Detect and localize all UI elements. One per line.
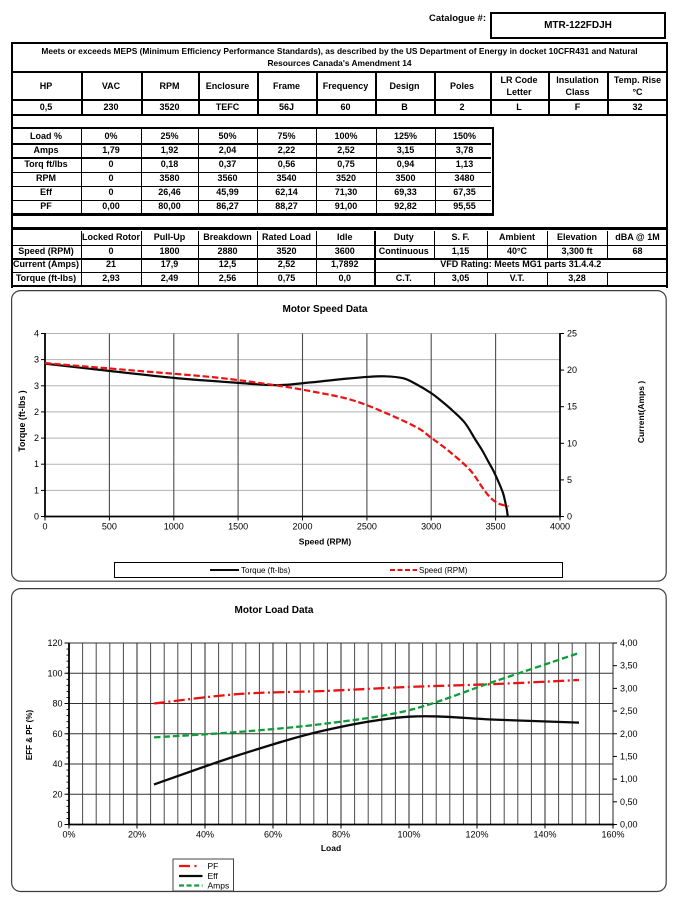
svg-text:PF: PF xyxy=(208,861,219,871)
svg-text:3,00: 3,00 xyxy=(620,683,638,693)
svg-text:Speed (RPM): Speed (RPM) xyxy=(419,566,468,575)
svg-text:0: 0 xyxy=(34,512,39,522)
svg-text:3,50: 3,50 xyxy=(620,661,638,671)
svg-text:60: 60 xyxy=(52,729,62,739)
svg-text:20%: 20% xyxy=(128,830,146,840)
svg-text:3: 3 xyxy=(34,381,39,391)
svg-text:Torque (ft-lbs ): Torque (ft-lbs ) xyxy=(17,390,27,451)
svg-text:2500: 2500 xyxy=(357,522,377,532)
svg-text:Load: Load xyxy=(321,843,341,853)
svg-text:1: 1 xyxy=(34,485,39,495)
svg-text:Eff: Eff xyxy=(208,871,219,881)
svg-text:Motor Speed Data: Motor Speed Data xyxy=(282,304,367,315)
svg-text:80: 80 xyxy=(52,699,62,709)
svg-text:2,50: 2,50 xyxy=(620,706,638,716)
svg-text:0: 0 xyxy=(567,512,572,522)
svg-text:20: 20 xyxy=(52,789,62,799)
svg-text:0,50: 0,50 xyxy=(620,797,638,807)
svg-text:160%: 160% xyxy=(601,830,624,840)
svg-text:80%: 80% xyxy=(332,830,350,840)
svg-text:1000: 1000 xyxy=(164,522,184,532)
svg-text:Torque (ft-lbs): Torque (ft-lbs) xyxy=(241,566,291,575)
svg-text:10: 10 xyxy=(567,438,577,448)
svg-text:140%: 140% xyxy=(533,830,556,840)
svg-text:3000: 3000 xyxy=(421,522,441,532)
svg-text:3500: 3500 xyxy=(486,522,506,532)
svg-text:4000: 4000 xyxy=(550,522,570,532)
svg-text:120: 120 xyxy=(47,638,62,648)
svg-text:2: 2 xyxy=(34,407,39,417)
svg-text:Speed (RPM): Speed (RPM) xyxy=(299,537,352,547)
svg-text:0%: 0% xyxy=(62,830,75,840)
svg-text:60%: 60% xyxy=(264,830,282,840)
svg-text:40%: 40% xyxy=(196,830,214,840)
svg-text:1,50: 1,50 xyxy=(620,751,638,761)
svg-text:2: 2 xyxy=(34,433,39,443)
svg-text:2000: 2000 xyxy=(292,522,312,532)
svg-text:15: 15 xyxy=(567,402,577,412)
svg-text:2,00: 2,00 xyxy=(620,729,638,739)
svg-text:3: 3 xyxy=(34,355,39,365)
svg-text:100: 100 xyxy=(47,668,62,678)
svg-text:Motor Load Data: Motor Load Data xyxy=(235,605,314,616)
svg-text:40: 40 xyxy=(52,759,62,769)
svg-text:500: 500 xyxy=(102,522,117,532)
svg-text:Amps: Amps xyxy=(208,881,230,891)
svg-text:4,00: 4,00 xyxy=(620,638,638,648)
svg-text:1,00: 1,00 xyxy=(620,774,638,784)
svg-text:1: 1 xyxy=(34,459,39,469)
svg-text:0: 0 xyxy=(57,820,62,830)
svg-text:20: 20 xyxy=(567,365,577,375)
svg-text:100%: 100% xyxy=(397,830,420,840)
svg-text:5: 5 xyxy=(567,475,572,485)
svg-text:1500: 1500 xyxy=(228,522,248,532)
svg-text:4: 4 xyxy=(34,329,39,339)
svg-text:EFF & PF (%): EFF & PF (%) xyxy=(25,710,34,761)
svg-text:Current(Amps ): Current(Amps ) xyxy=(636,381,646,444)
svg-text:120%: 120% xyxy=(465,830,488,840)
svg-text:0,00: 0,00 xyxy=(620,820,638,830)
svg-text:0: 0 xyxy=(42,522,47,532)
svg-text:25: 25 xyxy=(567,329,577,339)
